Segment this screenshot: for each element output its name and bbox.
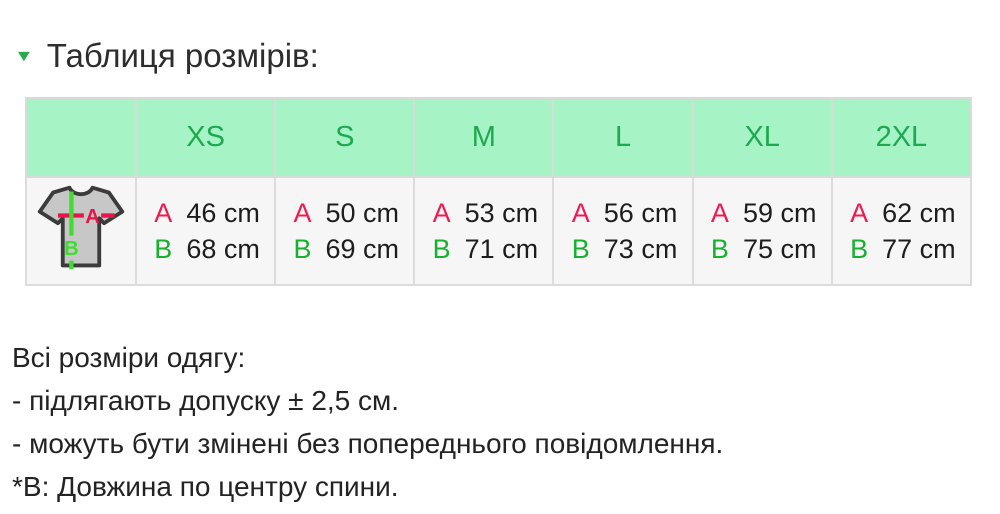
note-line: - підлягають допуску ± 2,5 см.	[12, 385, 400, 416]
size-header-xs: XS	[134, 97, 277, 178]
size-header-2xl: 2XL	[830, 97, 973, 178]
measure-a-value: 62 cm	[882, 198, 956, 228]
shirt-outline	[37, 185, 125, 267]
measurement-a: A 53 cm	[416, 195, 551, 231]
measure-a-value: 56 cm	[603, 198, 678, 228]
measure-a-label: A	[571, 198, 590, 228]
measurement-cell-l: A 56 cm B 73 cm	[552, 176, 694, 286]
size-notes: Всі розміри одягу: - підлягають допуску …	[12, 336, 723, 508]
measurement-a: A 50 cm	[277, 195, 412, 231]
measure-b-value: 75 cm	[742, 234, 817, 264]
measurements-row: A B A 46 cm B 68 cm A 50	[25, 176, 973, 286]
tshirt-icon-cell: A B	[25, 176, 137, 286]
measure-a-label: A	[293, 198, 312, 228]
measurement-cell-s: A 50 cm B 69 cm	[274, 176, 416, 286]
measure-b-value: 69 cm	[325, 234, 399, 264]
shirt-label-a: A	[85, 206, 100, 228]
size-table-collapse-toggle[interactable]: ▼ Таблиця розмірів:	[14, 37, 319, 74]
size-header-corner	[25, 97, 137, 178]
measure-a-label: A	[850, 198, 869, 228]
measure-a-value: 50 cm	[325, 198, 399, 228]
measure-b-label: B	[850, 234, 869, 264]
size-header-m: M	[413, 97, 555, 178]
measure-b-label: B	[293, 234, 312, 264]
measure-b-label: B	[710, 234, 729, 264]
size-header-xl: XL	[691, 97, 833, 178]
measure-b-label: B	[571, 234, 590, 264]
size-header-s: S	[274, 97, 416, 178]
measure-a-value: 46 cm	[186, 198, 260, 228]
measure-b-label: B	[154, 234, 173, 264]
measure-a-value: 53 cm	[464, 198, 539, 228]
measure-a-label: A	[710, 198, 729, 228]
measurement-b: B 73 cm	[555, 231, 690, 267]
measure-b-value: 73 cm	[603, 234, 678, 264]
measure-a-label: A	[154, 198, 173, 228]
measure-b-value: 77 cm	[882, 234, 956, 264]
note-line: - можуть бути змінені без попереднього п…	[12, 428, 724, 459]
size-header-row: XS S M L XL 2XL	[25, 97, 973, 178]
measurement-a: A 56 cm	[555, 195, 690, 231]
measurement-a: A 46 cm	[138, 195, 273, 231]
measurement-b: B 71 cm	[416, 231, 551, 267]
triangle-down-icon: ▼	[14, 47, 34, 65]
note-line: Всі розміри одягу:	[12, 342, 246, 373]
measurement-a: A 62 cm	[834, 195, 969, 231]
measurement-b: B 69 cm	[277, 231, 412, 267]
measurement-a: A 59 cm	[695, 195, 830, 231]
measurement-cell-2xl: A 62 cm B 77 cm	[830, 176, 973, 286]
measurement-cell-m: A 53 cm B 71 cm	[413, 176, 555, 286]
measure-a-value: 59 cm	[742, 198, 817, 228]
measure-b-label: B	[432, 234, 451, 264]
measurement-cell-xl: A 59 cm B 75 cm	[691, 176, 833, 286]
note-line: *B: Довжина по центру спини.	[12, 471, 399, 502]
measurement-b: B 68 cm	[138, 231, 273, 267]
measure-a-label: A	[432, 198, 451, 228]
measurement-b: B 75 cm	[695, 231, 830, 267]
measure-b-value: 68 cm	[186, 234, 260, 264]
measure-b-value: 71 cm	[464, 234, 539, 264]
size-header-l: L	[552, 97, 694, 178]
tshirt-diagram-icon: A B	[37, 185, 125, 269]
shirt-label-b: B	[64, 237, 79, 259]
page-title: Таблиця розмірів:	[46, 37, 319, 74]
measurement-cell-xs: A 46 cm B 68 cm	[134, 176, 277, 286]
measurement-b: B 77 cm	[834, 231, 969, 267]
size-table: XS S M L XL 2XL A B	[25, 97, 973, 286]
